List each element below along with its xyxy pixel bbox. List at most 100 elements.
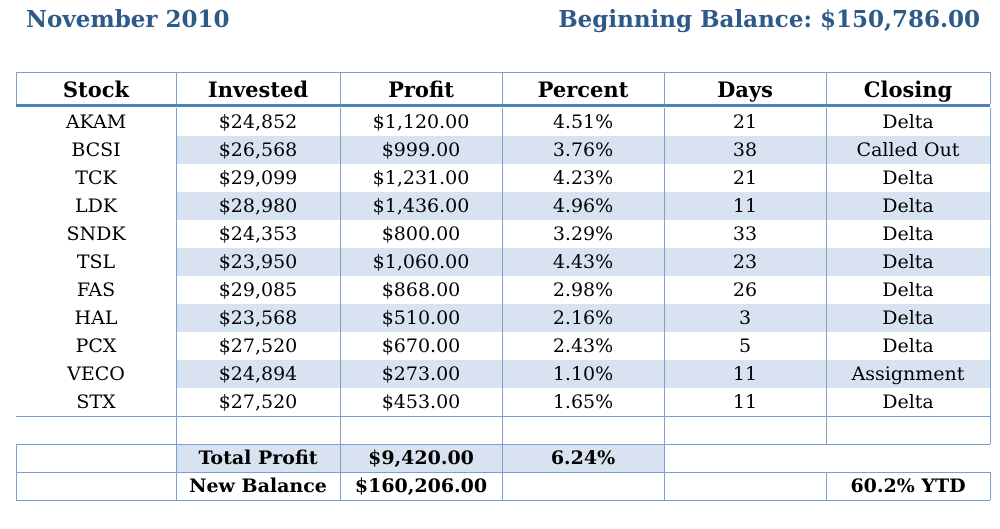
left-border-summary <box>16 444 17 472</box>
table-cell: BCSI <box>71 139 121 161</box>
table-cell: $1,120.00 <box>372 111 470 133</box>
row-divider <box>16 416 990 417</box>
table-cell: Delta <box>882 391 934 413</box>
column-header-closing: Closing <box>863 77 953 102</box>
beginning-balance: Beginning Balance: $150,786.00 <box>558 6 980 33</box>
header-column-divider <box>990 72 991 104</box>
table-cell: 11 <box>732 391 758 413</box>
column-divider <box>502 108 503 444</box>
table-cell: $27,520 <box>218 335 298 357</box>
total-profit-cell: Total Profit <box>198 447 318 469</box>
table-cell: $999.00 <box>381 139 461 161</box>
header-column-divider <box>502 72 503 104</box>
table-cell: Delta <box>882 223 934 245</box>
table-cell: 3.76% <box>552 139 614 161</box>
month-title: November 2010 <box>26 6 230 33</box>
column-divider <box>340 108 341 444</box>
new-balance-divider <box>664 472 665 500</box>
table-cell: Delta <box>882 167 934 189</box>
table-cell: $26,568 <box>218 139 298 161</box>
table-cell: $24,353 <box>218 223 298 245</box>
table-cell: $28,980 <box>218 195 298 217</box>
table-cell: 26 <box>732 279 758 301</box>
table-cell: $29,085 <box>218 279 298 301</box>
table-cell: $24,894 <box>218 363 298 385</box>
new-balance-cell: $160,206.00 <box>354 475 488 497</box>
row-band <box>176 360 990 388</box>
total-profit-cell: $9,420.00 <box>368 447 474 469</box>
total-divider <box>340 444 341 472</box>
table-cell: 23 <box>732 251 758 273</box>
table-cell: $23,950 <box>218 251 298 273</box>
table-cell: 11 <box>732 195 758 217</box>
total-divider <box>664 444 665 472</box>
column-divider <box>664 108 665 444</box>
row-band <box>176 304 990 332</box>
table-cell: Delta <box>882 335 934 357</box>
new-balance-divider <box>990 472 991 500</box>
new-balance-divider <box>16 472 17 500</box>
table-cell: 21 <box>732 167 758 189</box>
table-cell: Assignment <box>851 363 965 385</box>
total-divider <box>176 444 177 472</box>
column-header-percent: Percent <box>537 77 629 102</box>
table-cell: 3.29% <box>552 223 614 245</box>
row-divider <box>16 444 990 445</box>
total-profit-band <box>176 444 664 472</box>
column-header-profit: Profit <box>388 77 454 102</box>
table-cell: PCX <box>75 335 117 357</box>
table-cell: 5 <box>738 335 752 357</box>
table-cell: STX <box>76 391 116 413</box>
table-cell: 21 <box>732 111 758 133</box>
new-balance-divider <box>826 472 827 500</box>
header-rule <box>16 104 990 107</box>
table-cell: AKAM <box>65 111 127 133</box>
table-cell: 2.16% <box>552 307 614 329</box>
new-balance-cell: New Balance <box>189 475 327 497</box>
new-balance-divider <box>176 472 177 500</box>
table-cell: $670.00 <box>381 335 461 357</box>
table-top-border <box>16 72 990 73</box>
header-column-divider <box>340 72 341 104</box>
table-cell: $868.00 <box>381 279 461 301</box>
table-cell: Delta <box>882 307 934 329</box>
table-cell: Delta <box>882 195 934 217</box>
table-cell: 2.43% <box>552 335 614 357</box>
new-balance-divider <box>340 472 341 500</box>
header-column-divider <box>16 72 17 104</box>
table-cell: TSL <box>76 251 116 273</box>
table-cell: 4.51% <box>552 111 614 133</box>
table-cell: $24,852 <box>218 111 298 133</box>
table-cell: $1,060.00 <box>372 251 470 273</box>
table-cell: LDK <box>74 195 118 217</box>
column-header-invested: Invested <box>207 77 309 102</box>
table-cell: Delta <box>882 251 934 273</box>
column-divider <box>826 108 827 444</box>
table-cell: $1,436.00 <box>372 195 470 217</box>
new-balance-top <box>16 472 990 473</box>
column-header-stock: Stock <box>62 77 130 102</box>
table-cell: $800.00 <box>381 223 461 245</box>
column-header-days: Days <box>717 77 773 102</box>
header-column-divider <box>826 72 827 104</box>
table-bottom-border <box>16 500 990 501</box>
table-cell: 3 <box>738 307 752 329</box>
new-balance-divider <box>502 472 503 500</box>
table-cell: $23,568 <box>218 307 298 329</box>
table-cell: HAL <box>74 307 118 329</box>
total-profit-cell: 6.24% <box>550 447 616 469</box>
table-cell: $29,099 <box>218 167 298 189</box>
table-cell: Called Out <box>856 139 960 161</box>
table-cell: 33 <box>732 223 758 245</box>
table-cell: 1.65% <box>552 391 614 413</box>
row-band <box>176 248 990 276</box>
table-cell: 4.96% <box>552 195 614 217</box>
table-cell: 38 <box>732 139 758 161</box>
table-cell: FAS <box>76 279 116 301</box>
header-column-divider <box>176 72 177 104</box>
row-band <box>176 192 990 220</box>
table-cell: 4.23% <box>552 167 614 189</box>
table-cell: $510.00 <box>381 307 461 329</box>
table-cell: $27,520 <box>218 391 298 413</box>
table-cell: 2.98% <box>552 279 614 301</box>
